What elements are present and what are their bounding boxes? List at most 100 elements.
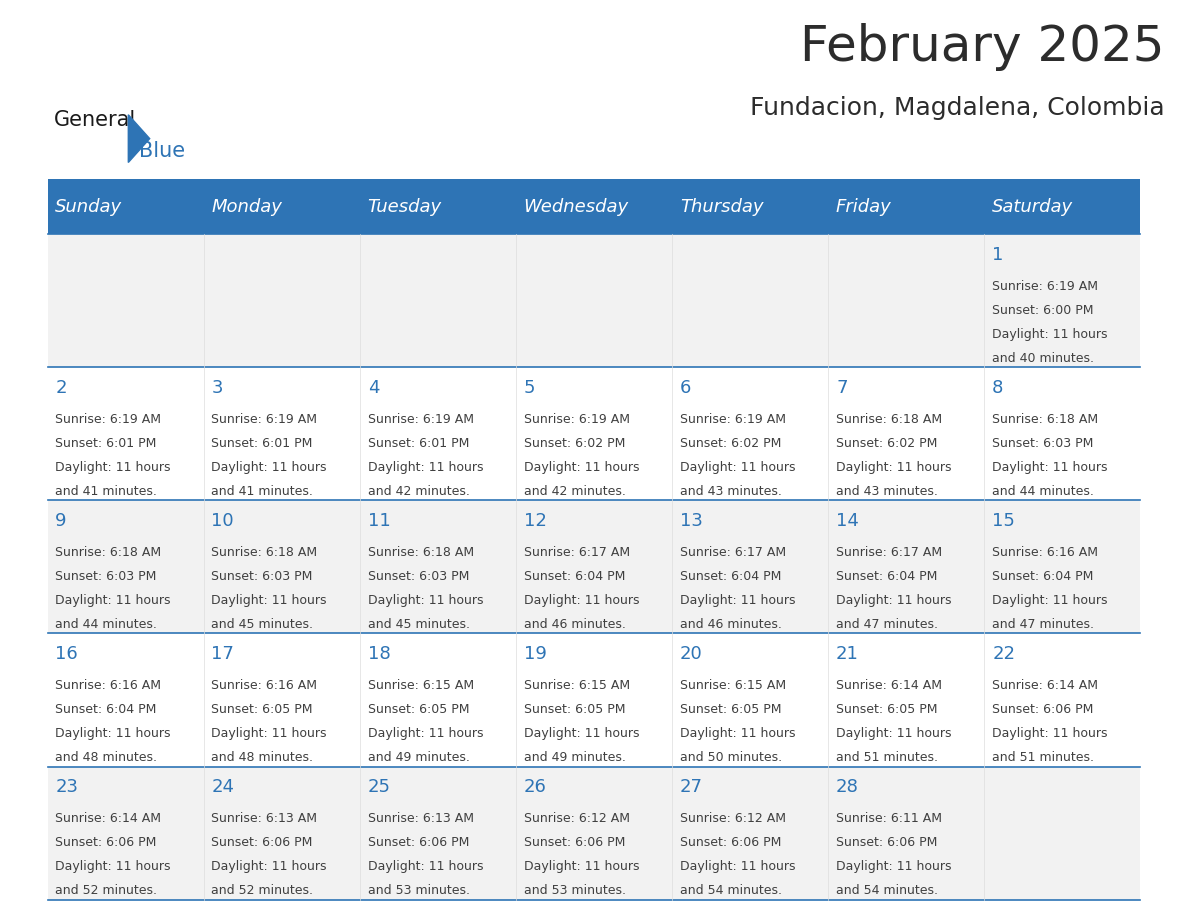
Text: and 42 minutes.: and 42 minutes. (367, 485, 469, 498)
Text: Monday: Monday (211, 197, 283, 216)
Bar (48, 234, 203, 367)
Text: Daylight: 11 hours: Daylight: 11 hours (992, 461, 1107, 474)
Text: Sunrise: 6:12 AM: Sunrise: 6:12 AM (680, 812, 786, 825)
Bar (203, 500, 360, 633)
Text: Sunrise: 6:18 AM: Sunrise: 6:18 AM (836, 413, 942, 426)
Bar (48, 767, 203, 900)
Bar (516, 234, 672, 367)
Text: Friday: Friday (836, 197, 892, 216)
Bar (828, 500, 985, 633)
Text: Daylight: 11 hours: Daylight: 11 hours (680, 461, 796, 474)
Text: 27: 27 (680, 778, 703, 797)
Text: and 48 minutes.: and 48 minutes. (211, 751, 314, 764)
Bar (203, 767, 360, 900)
Text: Fundacion, Magdalena, Colombia: Fundacion, Magdalena, Colombia (750, 96, 1164, 120)
Text: Sunset: 6:06 PM: Sunset: 6:06 PM (680, 836, 782, 849)
Text: and 40 minutes.: and 40 minutes. (992, 352, 1094, 364)
Text: Sunset: 6:06 PM: Sunset: 6:06 PM (211, 836, 312, 849)
Text: Sunset: 6:04 PM: Sunset: 6:04 PM (836, 570, 937, 583)
Text: Sunrise: 6:13 AM: Sunrise: 6:13 AM (211, 812, 317, 825)
Text: 6: 6 (680, 379, 691, 397)
Text: Sunrise: 6:16 AM: Sunrise: 6:16 AM (211, 679, 317, 692)
Text: Sunset: 6:03 PM: Sunset: 6:03 PM (992, 437, 1093, 450)
Text: and 48 minutes.: and 48 minutes. (56, 751, 157, 764)
Text: Sunrise: 6:18 AM: Sunrise: 6:18 AM (367, 546, 474, 559)
Text: Sunrise: 6:19 AM: Sunrise: 6:19 AM (524, 413, 630, 426)
Bar (828, 767, 985, 900)
Text: Sunset: 6:04 PM: Sunset: 6:04 PM (680, 570, 782, 583)
Text: and 54 minutes.: and 54 minutes. (680, 884, 782, 897)
Text: Sunrise: 6:19 AM: Sunrise: 6:19 AM (211, 413, 317, 426)
Bar (672, 367, 828, 500)
Text: Sunrise: 6:12 AM: Sunrise: 6:12 AM (524, 812, 630, 825)
Text: Sunset: 6:06 PM: Sunset: 6:06 PM (992, 703, 1093, 716)
Text: Daylight: 11 hours: Daylight: 11 hours (211, 461, 327, 474)
Text: 7: 7 (836, 379, 847, 397)
Text: Daylight: 11 hours: Daylight: 11 hours (211, 727, 327, 740)
Bar (985, 767, 1140, 900)
Bar (828, 633, 985, 767)
Text: Daylight: 11 hours: Daylight: 11 hours (56, 860, 171, 873)
Text: 26: 26 (524, 778, 546, 797)
Text: 16: 16 (56, 645, 78, 664)
Text: Daylight: 11 hours: Daylight: 11 hours (992, 594, 1107, 607)
Text: Sunset: 6:06 PM: Sunset: 6:06 PM (836, 836, 937, 849)
Text: Sunrise: 6:17 AM: Sunrise: 6:17 AM (524, 546, 630, 559)
Bar (203, 367, 360, 500)
Text: and 46 minutes.: and 46 minutes. (680, 618, 782, 631)
Bar (360, 179, 516, 234)
Text: Sunrise: 6:13 AM: Sunrise: 6:13 AM (367, 812, 474, 825)
Text: 20: 20 (680, 645, 702, 664)
Bar (672, 500, 828, 633)
Text: Daylight: 11 hours: Daylight: 11 hours (836, 860, 952, 873)
Text: and 49 minutes.: and 49 minutes. (524, 751, 626, 764)
Text: Daylight: 11 hours: Daylight: 11 hours (367, 727, 484, 740)
Text: 25: 25 (367, 778, 391, 797)
Text: Daylight: 11 hours: Daylight: 11 hours (680, 727, 796, 740)
Text: Daylight: 11 hours: Daylight: 11 hours (524, 594, 639, 607)
Text: 10: 10 (211, 512, 234, 531)
Text: and 46 minutes.: and 46 minutes. (524, 618, 626, 631)
Text: 28: 28 (836, 778, 859, 797)
Bar (828, 367, 985, 500)
Text: and 47 minutes.: and 47 minutes. (836, 618, 939, 631)
Text: Sunset: 6:04 PM: Sunset: 6:04 PM (992, 570, 1093, 583)
Bar (672, 767, 828, 900)
Text: 13: 13 (680, 512, 703, 531)
Text: and 51 minutes.: and 51 minutes. (992, 751, 1094, 764)
Text: Daylight: 11 hours: Daylight: 11 hours (367, 461, 484, 474)
Text: Sunset: 6:05 PM: Sunset: 6:05 PM (211, 703, 312, 716)
Bar (203, 179, 360, 234)
Text: 19: 19 (524, 645, 546, 664)
Text: Sunrise: 6:14 AM: Sunrise: 6:14 AM (56, 812, 162, 825)
Text: Daylight: 11 hours: Daylight: 11 hours (836, 461, 952, 474)
Text: 17: 17 (211, 645, 234, 664)
Bar (516, 179, 672, 234)
Bar (48, 367, 203, 500)
Text: 5: 5 (524, 379, 536, 397)
Text: Daylight: 11 hours: Daylight: 11 hours (680, 594, 796, 607)
Text: Sunrise: 6:11 AM: Sunrise: 6:11 AM (836, 812, 942, 825)
Text: and 53 minutes.: and 53 minutes. (524, 884, 626, 897)
Text: Daylight: 11 hours: Daylight: 11 hours (992, 328, 1107, 341)
Text: 22: 22 (992, 645, 1016, 664)
Text: Daylight: 11 hours: Daylight: 11 hours (524, 860, 639, 873)
Text: Daylight: 11 hours: Daylight: 11 hours (56, 594, 171, 607)
Text: Sunrise: 6:19 AM: Sunrise: 6:19 AM (992, 280, 1098, 293)
Text: Sunrise: 6:14 AM: Sunrise: 6:14 AM (992, 679, 1098, 692)
Text: 2: 2 (56, 379, 67, 397)
Text: Sunset: 6:06 PM: Sunset: 6:06 PM (367, 836, 469, 849)
Text: 15: 15 (992, 512, 1015, 531)
Text: Sunrise: 6:17 AM: Sunrise: 6:17 AM (680, 546, 786, 559)
Text: 12: 12 (524, 512, 546, 531)
Bar (48, 633, 203, 767)
Text: Sunset: 6:06 PM: Sunset: 6:06 PM (524, 836, 625, 849)
Text: Daylight: 11 hours: Daylight: 11 hours (367, 594, 484, 607)
Text: and 47 minutes.: and 47 minutes. (992, 618, 1094, 631)
Text: Wednesday: Wednesday (524, 197, 628, 216)
Text: Sunrise: 6:17 AM: Sunrise: 6:17 AM (836, 546, 942, 559)
Text: 4: 4 (367, 379, 379, 397)
Text: Sunset: 6:04 PM: Sunset: 6:04 PM (524, 570, 625, 583)
Bar (672, 179, 828, 234)
Polygon shape (128, 115, 150, 162)
